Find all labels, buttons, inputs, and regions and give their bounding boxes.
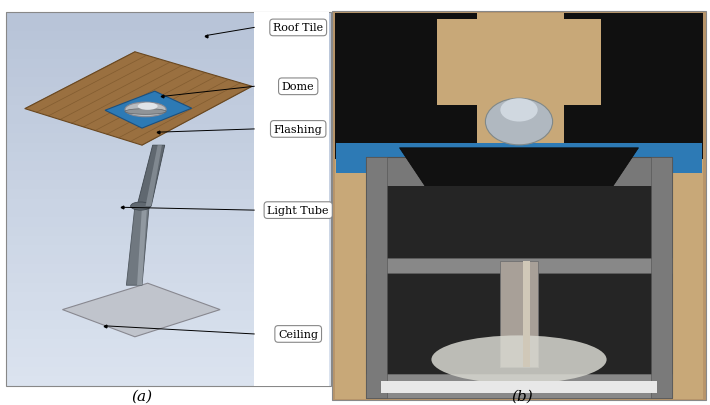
Bar — [6, 41, 331, 50]
Bar — [6, 106, 331, 115]
Bar — [336, 144, 702, 173]
Bar — [6, 218, 331, 227]
Bar — [381, 381, 657, 393]
Bar — [6, 237, 331, 246]
Bar — [335, 14, 477, 160]
Bar — [6, 320, 331, 330]
Bar — [254, 13, 329, 386]
Bar — [384, 186, 654, 374]
Bar — [366, 158, 672, 398]
Bar — [6, 339, 331, 348]
Polygon shape — [126, 207, 149, 286]
Text: Ceiling: Ceiling — [278, 329, 318, 339]
Bar — [6, 283, 331, 292]
Bar — [564, 14, 703, 160]
Polygon shape — [137, 146, 165, 207]
Text: Flashing: Flashing — [274, 125, 322, 134]
Bar — [335, 14, 703, 399]
Bar — [6, 311, 331, 320]
Bar — [366, 158, 388, 398]
Text: Light Tube: Light Tube — [268, 206, 329, 215]
Bar — [650, 158, 672, 398]
Bar — [6, 292, 331, 302]
Bar — [366, 374, 672, 398]
Bar — [6, 115, 331, 125]
Bar — [6, 134, 331, 143]
Bar — [6, 358, 331, 367]
Ellipse shape — [125, 109, 166, 115]
Bar — [501, 261, 537, 367]
Bar — [6, 255, 331, 264]
Bar — [6, 264, 331, 274]
Bar — [6, 69, 331, 78]
Text: (a): (a) — [131, 389, 153, 403]
Bar — [6, 153, 331, 162]
Bar — [6, 227, 331, 237]
Polygon shape — [146, 146, 162, 207]
Text: Roof Tile: Roof Tile — [273, 23, 323, 33]
Bar — [6, 22, 331, 32]
Bar — [6, 32, 331, 41]
Bar — [6, 190, 331, 199]
Ellipse shape — [486, 99, 552, 145]
Ellipse shape — [125, 103, 166, 117]
Bar — [6, 330, 331, 339]
Bar — [6, 13, 331, 22]
Bar — [366, 259, 672, 273]
Bar — [6, 13, 331, 386]
Ellipse shape — [131, 202, 151, 211]
Bar — [332, 12, 706, 400]
Bar — [6, 87, 331, 97]
Polygon shape — [137, 207, 147, 286]
Bar — [6, 274, 331, 283]
Bar — [6, 171, 331, 181]
Bar — [437, 20, 601, 105]
Text: Dome: Dome — [282, 82, 315, 92]
Bar — [6, 199, 331, 209]
Bar — [6, 60, 331, 69]
Bar — [6, 125, 331, 134]
Bar — [6, 97, 331, 106]
Bar — [6, 348, 331, 358]
Bar — [6, 246, 331, 255]
Bar — [6, 376, 331, 386]
Bar — [6, 209, 331, 218]
Bar — [6, 367, 331, 376]
Bar — [6, 50, 331, 60]
Bar — [6, 302, 331, 311]
Ellipse shape — [432, 336, 606, 384]
Polygon shape — [62, 284, 220, 337]
Text: (b): (b) — [511, 389, 532, 403]
Ellipse shape — [138, 103, 158, 111]
Polygon shape — [105, 92, 192, 129]
Ellipse shape — [501, 99, 537, 122]
Polygon shape — [400, 148, 638, 204]
Polygon shape — [25, 53, 252, 146]
Bar — [6, 78, 331, 87]
Bar — [6, 181, 331, 190]
Polygon shape — [67, 288, 217, 335]
Bar — [6, 143, 331, 153]
Bar — [6, 162, 331, 171]
Bar — [523, 261, 530, 367]
